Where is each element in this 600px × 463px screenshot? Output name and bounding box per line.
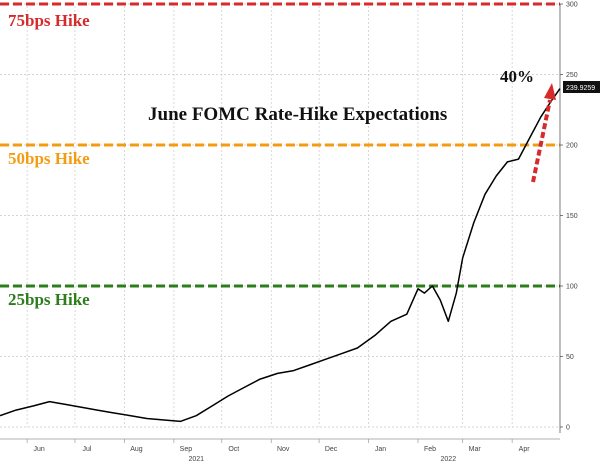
- percent-annotation: 40%: [500, 67, 534, 86]
- x-axis: Jun Jul Aug Sep Oct Nov Dec Jan Feb Mar Apr 2021 202…: [0, 438, 560, 463]
- last-value-badge: 239.9259: [563, 81, 600, 93]
- x-tick-label: Nov: [277, 446, 290, 453]
- series-line: [0, 88, 561, 423]
- x-tick-label: Dec: [325, 446, 338, 453]
- y-tick-label: 100: [566, 284, 578, 291]
- y-tick-label: 300: [566, 2, 578, 9]
- x-tick-label: Mar: [469, 446, 482, 453]
- reference-label: 75bps Hike: [8, 11, 90, 30]
- y-tick-label: 150: [566, 213, 578, 220]
- reference-label: 50bps Hike: [8, 149, 90, 168]
- x-tick-label: Jan: [375, 446, 386, 453]
- y-tick-label: 50: [566, 354, 574, 361]
- last-value-text: 239.9259: [566, 85, 595, 92]
- y-tick-label: 250: [566, 72, 578, 79]
- x-tick-label: Feb: [424, 446, 436, 453]
- x-tick-label: Jun: [33, 446, 44, 453]
- x-tick-label: Oct: [228, 446, 239, 453]
- year-label: 2021: [188, 456, 204, 463]
- y-tick-label: 200: [566, 143, 578, 150]
- reference-label: 25bps Hike: [8, 290, 90, 309]
- y-tick-label: 0: [566, 425, 570, 432]
- chart-title: June FOMC Rate-Hike Expectations: [148, 104, 447, 125]
- x-tick-label: Jul: [83, 446, 92, 453]
- x-tick-label: Apr: [519, 446, 531, 453]
- x-tick-label: Sep: [180, 446, 193, 453]
- y-axis: 0 50 100 150 200 250 300: [559, 2, 578, 433]
- x-tick-label: Aug: [130, 446, 143, 453]
- year-label: 2022: [441, 456, 457, 463]
- up-arrow-icon: [531, 83, 556, 183]
- reference-lines: 75bps Hike 50bps Hike 25bps Hike: [0, 2, 560, 309]
